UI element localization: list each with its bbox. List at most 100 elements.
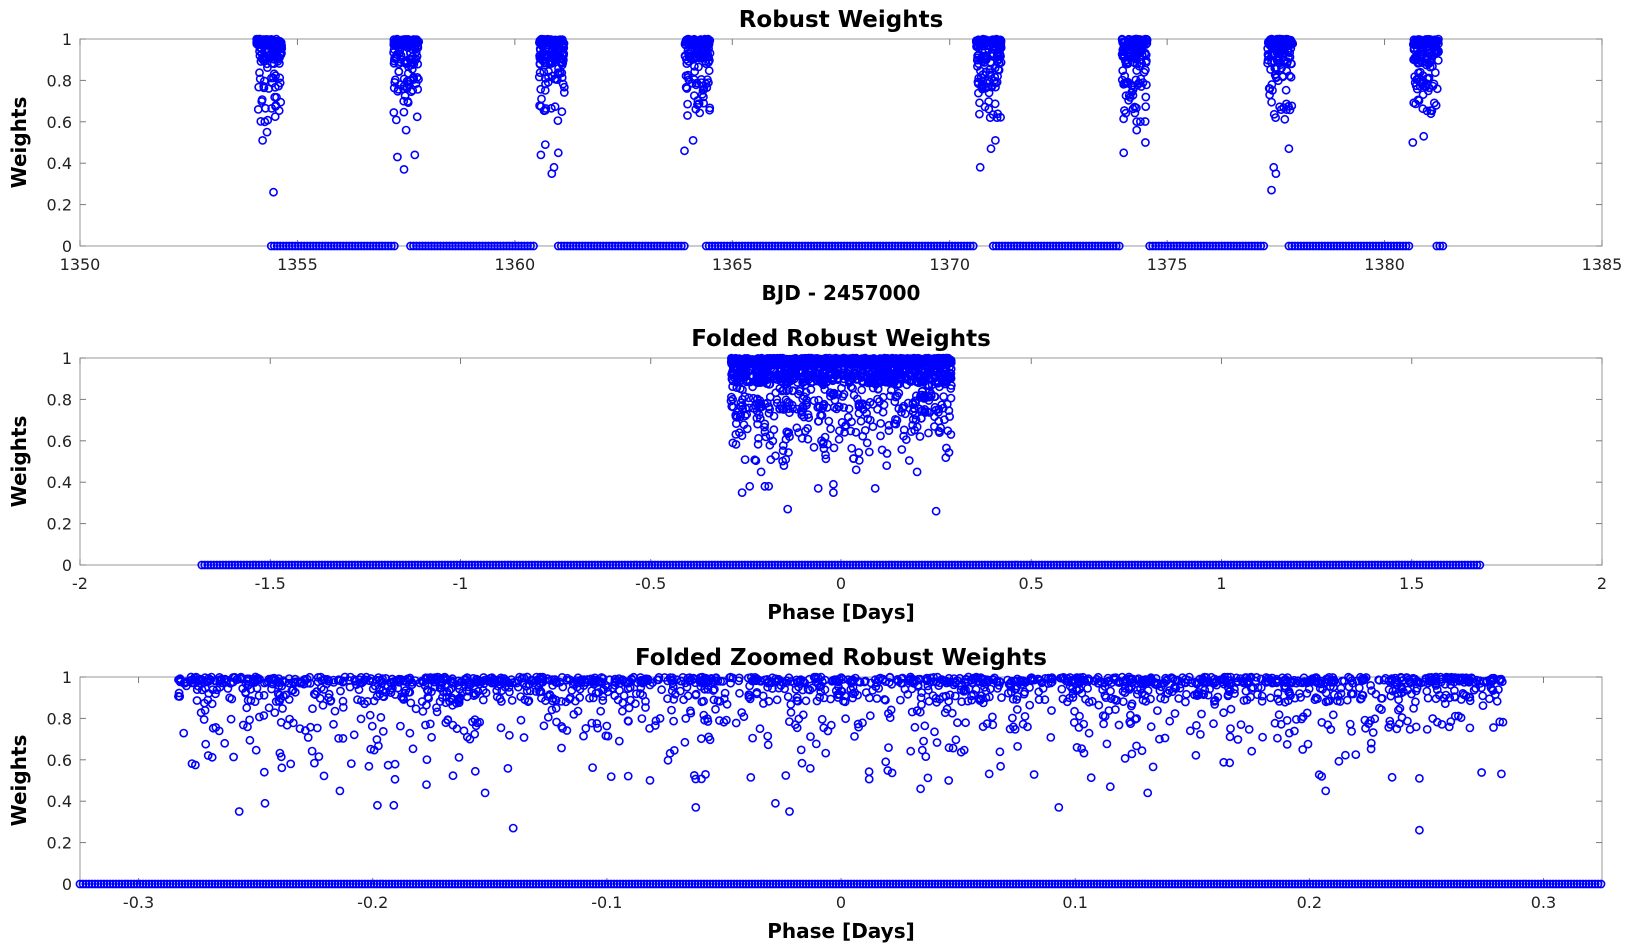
data-point [640,241,650,251]
data-point [1060,241,1070,251]
data-point [740,560,750,570]
data-point [1175,241,1185,251]
data-point [860,241,870,251]
data-point [1015,241,1025,251]
data-point [276,50,286,60]
data-point [1001,560,1011,570]
data-point [863,241,873,251]
data-point [1132,37,1142,47]
data-point [776,560,786,570]
data-point [1184,560,1194,570]
data-point [631,241,641,251]
data-point [950,560,960,570]
data-point [203,560,213,570]
data-point [974,88,983,98]
data-point [1430,560,1440,570]
data-point [668,560,678,570]
data-point [329,560,339,570]
data-point [764,241,774,251]
data-point [536,84,546,94]
y-tick-label: 0.8 [47,71,72,90]
data-point [317,560,327,570]
data-point [734,560,744,570]
data-point [431,560,441,570]
data-point [1105,241,1115,251]
data-point [1388,560,1398,570]
data-point [404,560,414,570]
x-tick-label: 0.3 [1531,893,1556,912]
data-point [503,560,513,570]
data-point [539,560,549,570]
data-point [622,241,632,251]
data-point [299,560,309,570]
data-point [1238,241,1248,251]
data-point [248,560,258,570]
data-point [705,105,714,115]
data-point [335,241,345,251]
data-point [403,98,413,107]
data-point [1160,241,1170,251]
data-point [344,241,354,251]
data-point [1051,241,1061,251]
data-point [536,150,546,160]
data-point [725,241,735,251]
data-point [1326,241,1336,251]
data-point [476,560,486,570]
data-point [566,560,576,570]
data-point [269,241,279,251]
data-point [1436,560,1446,570]
data-point [1403,560,1413,570]
data-point [1433,560,1443,570]
data-point [1432,84,1442,94]
data-point [1043,560,1053,570]
data-point [755,560,765,570]
data-point [362,560,372,570]
data-point [1066,241,1076,251]
data-point [1004,560,1014,570]
data-point [511,241,520,251]
x-tick-label: 1380 [1364,255,1405,274]
data-point [776,241,786,251]
data-point [827,241,837,251]
data-point [644,560,654,570]
data-point [899,241,909,251]
data-point [680,146,689,156]
data-point [1012,241,1022,251]
data-point [694,36,703,46]
data-point [981,67,991,77]
data-point [323,560,333,570]
data-point [988,49,998,59]
x-tick-label: 1370 [929,255,970,274]
data-point [1276,41,1286,51]
data-point [1406,560,1416,570]
data-point [1454,560,1464,570]
data-point [1267,49,1277,58]
data-point [848,560,858,570]
data-point [1211,560,1221,570]
data-point [278,241,288,251]
data-point [1284,144,1294,154]
data-point [872,560,882,570]
data-point [884,560,894,570]
x-axis-label: Phase [Days] [767,600,915,624]
data-point [842,560,852,570]
data-point [965,560,975,570]
data-point [320,241,330,251]
data-point [1412,560,1422,570]
data-point [728,560,738,570]
data-point [758,560,768,570]
data-point [995,560,1005,570]
data-point [1386,241,1396,251]
data-point [545,560,555,570]
data-point [975,109,984,119]
data-point [693,100,702,110]
data-point [515,560,525,570]
data-point [484,241,493,251]
data-point [846,426,856,436]
data-point [800,241,810,251]
data-point [1133,560,1143,570]
data-point [975,98,984,108]
data-point [311,241,321,251]
data-point [625,241,635,251]
data-point [1131,75,1141,85]
